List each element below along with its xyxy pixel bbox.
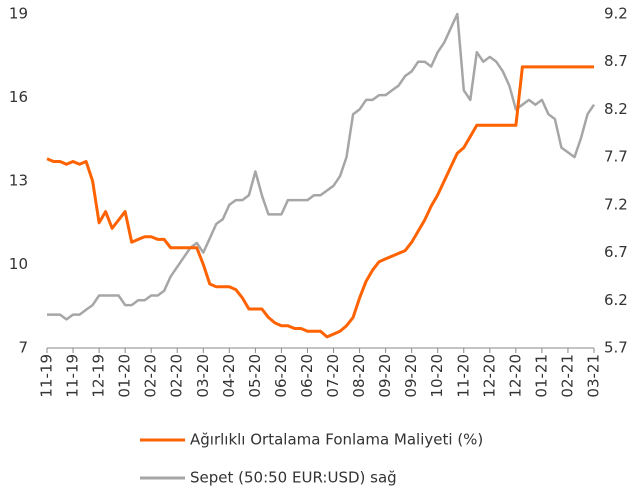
x-tick-label: 02-21 <box>558 354 576 398</box>
x-tick-label: 04-20 <box>220 354 238 398</box>
x-tick-label: 06-20 <box>298 354 316 398</box>
x-tick-label: 03-20 <box>194 354 212 398</box>
y2-tick-label: 8.2 <box>604 100 628 118</box>
y-tick-label: 7 <box>18 339 28 357</box>
y2-tick-label: 7.2 <box>604 195 628 213</box>
series-line <box>47 12 596 321</box>
y2-tick-label: 9.2 <box>604 5 628 23</box>
x-tick-label: 06-20 <box>272 354 290 398</box>
legend-label: Sepet (50:50 EUR:USD) sağ <box>190 469 397 487</box>
y-tick-label: 16 <box>9 88 28 106</box>
x-tick-label: 09-20 <box>376 354 394 398</box>
x-tick-label: 12-19 <box>90 354 108 398</box>
x-tick-label: 11-19 <box>38 354 56 398</box>
x-tick-label: 11-19 <box>64 354 82 398</box>
y-tick-label: 19 <box>9 5 28 23</box>
y-tick-label: 10 <box>9 255 28 273</box>
x-tick-label: 01-20 <box>116 354 134 398</box>
x-tick-label: 09-20 <box>402 354 420 398</box>
x-tick-label: 12-20 <box>506 354 524 398</box>
y2-tick-label: 7.7 <box>604 148 628 166</box>
x-tick-label: 02-20 <box>168 354 186 398</box>
y-tick-label: 13 <box>9 172 28 190</box>
x-tick-label: 12-20 <box>480 354 498 398</box>
x-tick-label: 01-21 <box>532 354 550 398</box>
x-tick-label: 02-20 <box>142 354 160 398</box>
series-line <box>46 65 594 339</box>
y2-tick-label: 8.7 <box>604 52 628 70</box>
y2-tick-label: 5.7 <box>604 339 628 357</box>
y2-tick-label: 6.7 <box>604 243 628 261</box>
x-tick-label: 08-20 <box>350 354 368 398</box>
x-tick-label: 10-20 <box>428 354 446 398</box>
x-tick-label: 11-20 <box>454 354 472 398</box>
y2-tick-label: 6.2 <box>604 291 628 309</box>
x-tick-label: 07-20 <box>324 354 342 398</box>
x-tick-label: 05-20 <box>246 354 264 398</box>
legend-label: Ağırlıklı Ortalama Fonlama Maliyeti (%) <box>190 431 483 449</box>
x-tick-label: 03-21 <box>585 354 603 398</box>
